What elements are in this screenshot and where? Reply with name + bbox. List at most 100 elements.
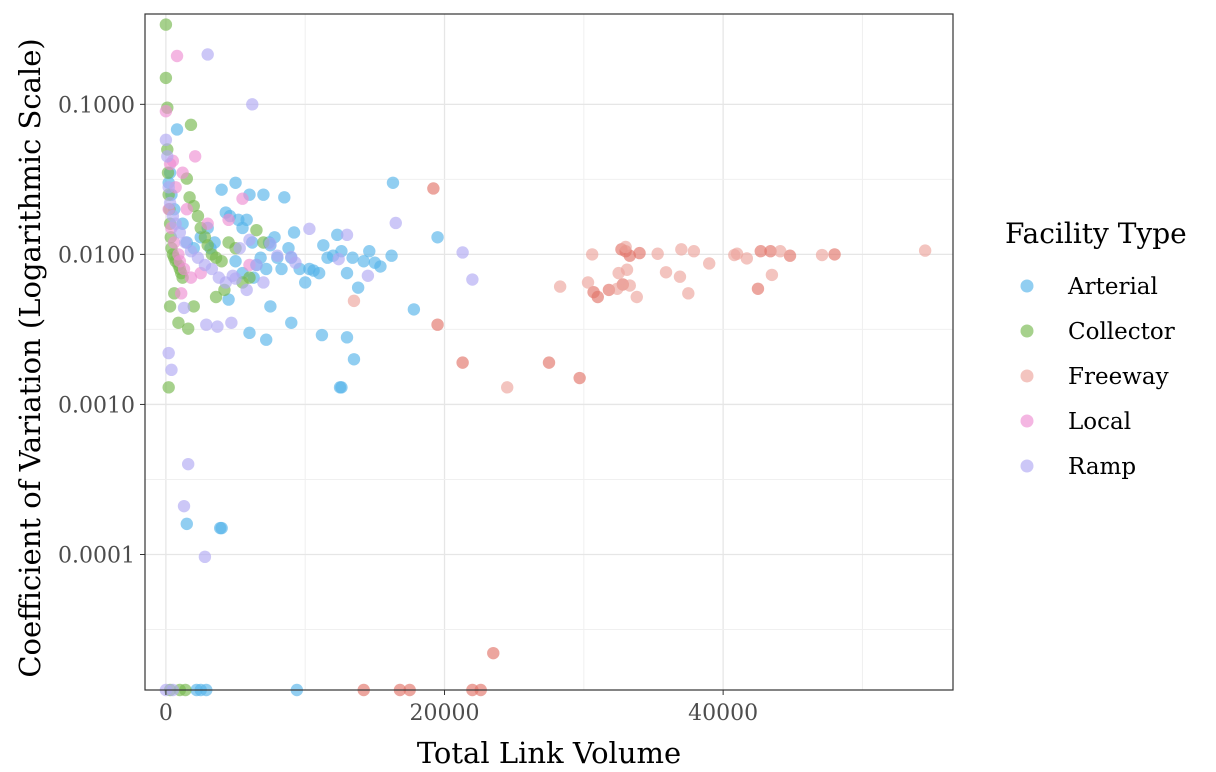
data-point (299, 276, 312, 289)
data-point (673, 270, 687, 283)
data-point (211, 320, 224, 333)
data-point (573, 371, 586, 385)
plot-border (144, 13, 954, 691)
data-point (347, 353, 361, 366)
data-point (764, 245, 777, 258)
data-point (177, 499, 191, 513)
y-tick-label: 0.0001 (58, 543, 135, 568)
data-point (170, 49, 184, 63)
legend-label: Local (1068, 409, 1131, 435)
data-point (751, 282, 765, 295)
y-tick-label: 0.1000 (58, 93, 135, 118)
data-point (243, 326, 256, 340)
data-point (236, 192, 249, 205)
data-point (675, 243, 688, 256)
data-point (501, 381, 514, 394)
data-point (312, 266, 326, 280)
data-point (285, 316, 298, 330)
legend-label: Freeway (1068, 364, 1169, 390)
data-point (200, 318, 213, 331)
data-point (188, 150, 202, 163)
data-point (163, 196, 177, 210)
data-point (159, 105, 173, 118)
data-point (427, 182, 440, 195)
data-point (591, 290, 604, 304)
data-point (159, 71, 173, 85)
legend-label: Arterial (1067, 274, 1158, 300)
data-point (346, 251, 359, 264)
data-point (357, 255, 370, 268)
data-point (340, 266, 354, 280)
data-point (361, 269, 375, 282)
data-point (159, 18, 173, 31)
data-point (257, 276, 270, 289)
data-point (317, 239, 330, 252)
legend-label: Ramp (1068, 454, 1136, 480)
data-point (225, 316, 238, 330)
legend-label: Collector (1068, 319, 1175, 345)
data-point (243, 271, 256, 284)
data-point (229, 176, 242, 189)
legend-key (1020, 324, 1034, 338)
series-freeway-light (347, 240, 932, 394)
data-point (163, 300, 177, 313)
data-point (181, 322, 195, 335)
data-point (215, 255, 228, 268)
data-point (730, 247, 744, 260)
y-tick-label: 0.0100 (58, 243, 135, 268)
data-point (340, 228, 354, 242)
data-point (611, 282, 624, 295)
data-point (331, 228, 344, 242)
data-point (162, 181, 175, 194)
x-tick-label: 0 (159, 701, 173, 726)
legend: Facility Type Arterial Collector Freeway Lo… (1005, 217, 1187, 480)
x-axis-ticks: 0 20000 40000 (159, 690, 758, 726)
data-point (184, 118, 198, 132)
data-point (205, 262, 219, 276)
data-point (659, 266, 673, 279)
data-point (703, 257, 716, 270)
data-point (303, 222, 316, 236)
data-point (170, 123, 184, 136)
data-point (162, 346, 175, 360)
series-ramp (159, 48, 479, 697)
y-axis-title: Coefficient of Variation (Logarithmic Sc… (13, 38, 47, 677)
data-point (340, 331, 354, 344)
data-point (191, 209, 205, 223)
data-point (389, 216, 402, 230)
data-point (815, 248, 829, 262)
data-point (233, 241, 246, 255)
data-point (201, 48, 214, 61)
data-point (260, 333, 273, 346)
data-point (385, 249, 398, 262)
data-point (264, 237, 277, 250)
data-point (173, 226, 187, 239)
y-axis-ticks: 0.0001 0.0010 0.0100 0.1000 (58, 93, 145, 568)
data-point (201, 217, 214, 230)
legend-title: Facility Type (1005, 217, 1187, 250)
data-point (783, 249, 797, 262)
data-point (828, 248, 841, 261)
data-point (407, 303, 421, 316)
data-point (754, 245, 767, 258)
data-point (456, 246, 469, 259)
data-point (198, 550, 212, 564)
data-point (456, 356, 469, 369)
data-point (542, 356, 556, 369)
data-point (243, 233, 256, 247)
data-point (240, 213, 253, 227)
data-point (332, 252, 345, 266)
data-point (250, 223, 263, 237)
data-points (159, 18, 932, 697)
data-point (214, 521, 227, 535)
data-point (250, 258, 263, 272)
data-point (289, 256, 302, 269)
legend-key (1020, 369, 1034, 383)
data-point (347, 294, 361, 308)
data-point (633, 246, 646, 260)
data-point (765, 268, 779, 282)
data-point (487, 646, 500, 660)
data-point (177, 262, 191, 276)
x-axis-title: Total Link Volume (417, 736, 681, 770)
data-point (257, 188, 270, 201)
